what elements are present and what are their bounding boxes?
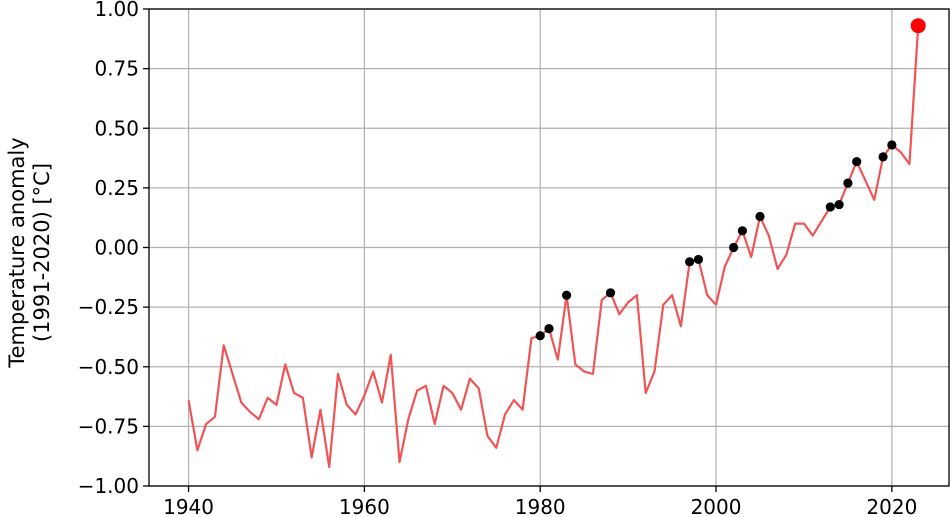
x-tick-label: 2000: [691, 495, 742, 517]
record-year-point: [755, 211, 765, 222]
record-year-point: [729, 242, 739, 253]
y-axis: −1.00 −0.75 −0.50 −0.25 0.00 0.25 0.50 0.75 1.00: [78, 0, 149, 498]
series-layer: [187, 18, 926, 469]
record-year-point: [834, 199, 844, 210]
x-tick-label: 1940: [163, 495, 214, 517]
y-axis-label: Temperature anomaly(1991-2020) [°C]: [5, 137, 54, 368]
y-axis-label-line: Temperature anomaly: [5, 137, 29, 368]
record-year-point: [685, 257, 695, 267]
record-year-point: [852, 157, 862, 167]
y-tick-label: 0.75: [94, 57, 139, 81]
y-tick-label: −0.50: [78, 355, 139, 379]
record-year-point: [825, 202, 835, 212]
y-tick-label: −0.25: [78, 295, 139, 319]
x-axis: 1940 1960 1980 2000 2020: [163, 486, 917, 517]
y-tick-label: 0.00: [94, 236, 139, 260]
record-year-point: [737, 226, 748, 236]
grid: [149, 8, 949, 487]
x-tick-label: 2020: [866, 495, 917, 517]
latest-year-point: [910, 18, 926, 34]
y-tick-label: −0.75: [78, 414, 139, 438]
y-tick-label: 0.50: [94, 116, 139, 140]
y-tick-label: 0.25: [94, 176, 139, 200]
record-year-point: [544, 323, 554, 334]
record-year-point: [561, 290, 572, 300]
record-year-point: [535, 331, 545, 341]
temperature-anomaly-line: [187, 25, 920, 469]
y-axis-label-line: (1991-2020) [°C]: [30, 163, 54, 342]
x-tick-label: 1960: [339, 495, 390, 517]
record-year-point: [605, 288, 616, 298]
x-tick-label: 1980: [515, 495, 566, 517]
record-year-point: [878, 152, 888, 162]
y-tick-label: −1.00: [78, 474, 139, 498]
record-year-point: [843, 178, 853, 188]
y-tick-label: 1.00: [94, 0, 139, 21]
record-year-point: [887, 140, 897, 150]
record-year-point: [693, 254, 704, 265]
